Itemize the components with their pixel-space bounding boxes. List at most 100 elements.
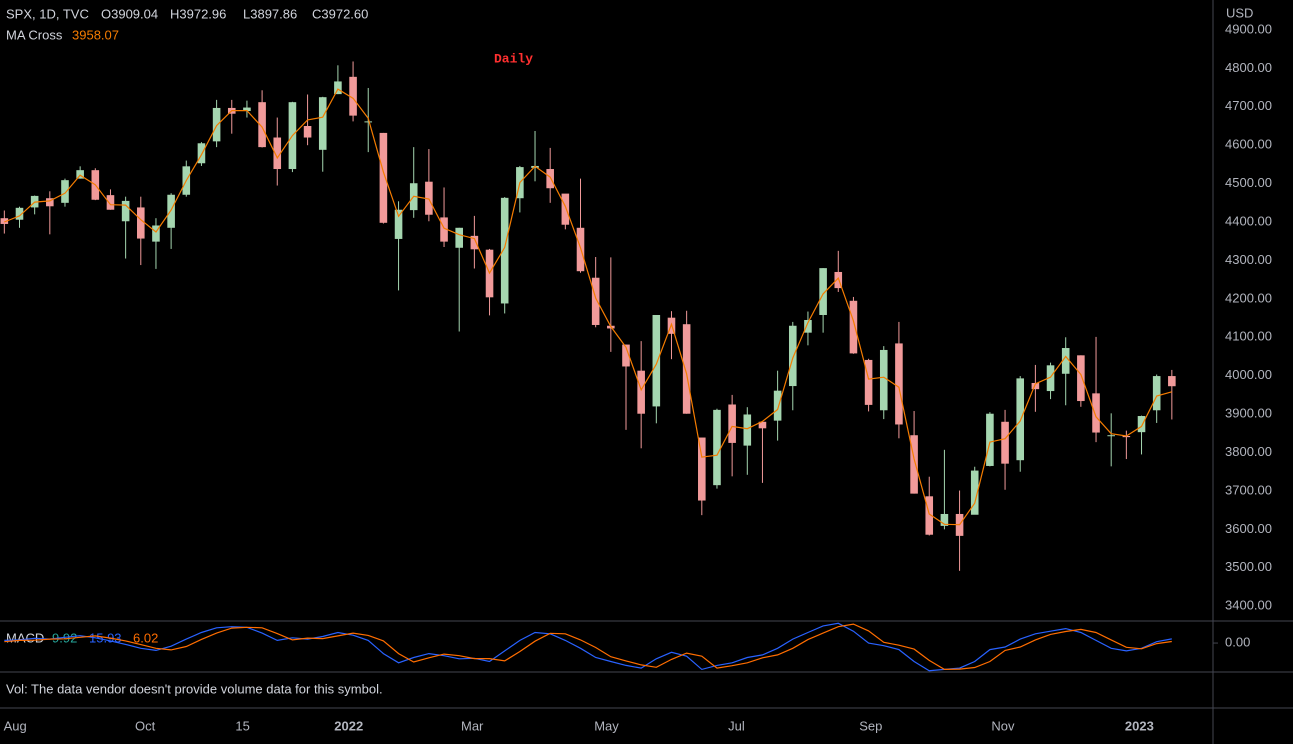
ma-line [4,88,1172,526]
candle-body [364,121,373,123]
macd-line [4,622,1172,672]
candle-body [864,359,873,405]
candle-body [61,180,69,203]
candle-body [46,198,54,207]
x-tick-label: 15 [235,718,249,733]
candle-body [212,107,221,142]
candle-body [334,81,342,95]
candle-body [1092,393,1100,433]
candle-body [470,235,479,250]
candle-body [1152,376,1161,411]
x-tick-label: May [594,718,619,733]
candle-body [637,370,645,414]
candle-body [743,414,752,446]
y-tick-label: 4900.00 [1225,21,1272,36]
candle-body [1077,355,1085,402]
close: C3972.60 [312,6,368,21]
candle-body [0,218,9,224]
candle-body [1107,435,1115,437]
candle-body [440,217,448,242]
candle-body [1001,421,1009,464]
candle-body [970,470,979,515]
y-tick-label: 3400.00 [1225,598,1272,613]
candle-body [303,125,312,138]
candle-body [895,343,903,425]
candle-body [879,349,888,411]
candle-body [394,209,403,239]
candle-body [106,195,115,210]
macd-name: MACD [6,630,44,645]
candle-body [561,193,570,225]
candle-body [591,277,600,325]
candle-body [788,325,797,387]
candle-body [849,300,858,354]
candle-body [500,197,509,304]
x-tick-label: Mar [461,718,484,733]
y-tick-label: 4200.00 [1225,290,1272,305]
candle-body [121,200,130,222]
y-tick-label: 3700.00 [1225,482,1272,497]
candle-body [1046,365,1055,392]
x-tick-label: 2022 [334,718,363,733]
candle-body [940,513,949,526]
x-tick-label: Sep [859,718,882,733]
candle-body [546,169,554,189]
candle-body [349,76,357,116]
candle-body [1016,378,1025,461]
candle-body [152,225,160,242]
y-tick-label: 4100.00 [1225,329,1272,344]
candle-body [318,97,327,150]
candle-body [15,207,24,220]
candle-body [652,314,661,407]
y-tick-label: 4700.00 [1225,98,1272,113]
y-tick-label: 3500.00 [1225,559,1272,574]
low: L3897.86 [243,6,297,21]
candle-body [910,435,918,494]
y-tick-label: 4300.00 [1225,252,1272,267]
y-tick-label: 3900.00 [1225,406,1272,421]
y-tick-label: 0.00 [1225,634,1250,649]
x-tick-label: Jul [728,718,745,733]
ma-name: MA Cross [6,27,63,42]
candle-body [455,227,463,248]
candle-body [819,268,827,315]
x-tick-label: Nov [991,718,1015,733]
candle-body [425,181,433,215]
candle-body [137,207,145,239]
candle-body [273,137,282,170]
candle-body [925,496,934,535]
signal-value: 6.02 [133,630,158,645]
candle-body [682,324,691,414]
y-tick-label: 4000.00 [1225,367,1272,382]
y-tick-label: 4500.00 [1225,175,1272,190]
candle-body [622,344,630,367]
candle-body [1031,382,1040,390]
x-tick-label: 2023 [1125,718,1154,733]
candle-body [258,102,266,148]
y-tick-label: 4600.00 [1225,137,1272,152]
candle-body [758,421,767,429]
candle-body [713,409,721,486]
candle-body [1137,416,1146,433]
open: O3909.04 [101,6,158,21]
candle-body [197,143,206,164]
macd-line [4,623,1172,671]
y-tick-label: 4800.00 [1225,60,1272,75]
currency: USD [1226,5,1253,20]
candle-body [167,194,175,228]
ma-value: 3958.07 [72,27,119,42]
symbol: SPX, 1D, TVC [6,6,89,21]
y-tick-label: 4400.00 [1225,213,1272,228]
candle-body [804,319,812,333]
volume-note: Vol: The data vendor doesn't provide vol… [6,681,383,696]
candle-body [1168,376,1176,387]
high: H3972.96 [170,6,226,21]
y-tick-label: 3800.00 [1225,444,1272,459]
candle-body [1061,348,1070,374]
annotation: Daily [494,51,533,66]
candle-body [728,404,736,443]
candle-body [379,132,388,223]
x-tick-label: Oct [135,718,156,733]
x-tick-label: Aug [4,718,27,733]
